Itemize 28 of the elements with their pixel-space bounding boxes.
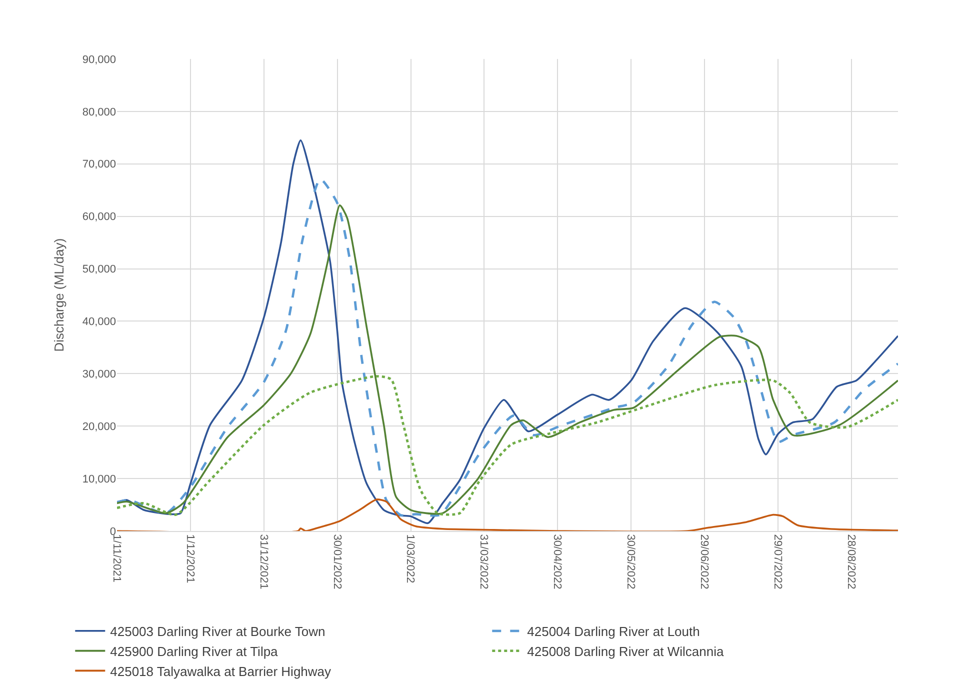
- y-tick-label: 90,000: [82, 54, 116, 66]
- x-tick-label: 29/07/2022: [771, 534, 784, 590]
- y-tick-label: 10,000: [82, 473, 116, 486]
- legend-label: 425018 Talyawalka at Barrier Highway: [110, 664, 332, 679]
- x-tick-label: 30/05/2022: [624, 534, 637, 590]
- x-tick-label: 1/03/2022: [404, 534, 416, 584]
- y-tick-label: 80,000: [82, 106, 116, 118]
- y-tick-label: 60,000: [82, 211, 116, 224]
- x-tick-label: 1/11/2021: [110, 534, 122, 582]
- x-tick-label: 30/04/2022: [551, 534, 564, 590]
- y-tick-label: 40,000: [82, 316, 116, 328]
- legend-label: 425004 Darling River at Louth: [527, 624, 700, 639]
- y-tick-label: 70,000: [82, 158, 116, 171]
- x-tick-label: 31/12/2021: [257, 534, 270, 590]
- y-tick-label: 20,000: [82, 420, 116, 433]
- y-tick-label: 50,000: [82, 264, 116, 276]
- legend-label: 425003 Darling River at Bourke Town: [110, 624, 326, 639]
- x-tick-label: 29/06/2022: [698, 534, 710, 590]
- legend-label: 425900 Darling River at Tilpa: [110, 644, 279, 659]
- y-tick-label: 30,000: [82, 368, 116, 381]
- x-tick-label: 30/01/2022: [330, 534, 343, 590]
- y-axis-title: Discharge (ML/day): [51, 238, 66, 352]
- x-tick-label: 1/12/2021: [184, 534, 196, 584]
- line-series: [117, 498, 898, 531]
- legend-label: 425008 Darling River at Wilcannia: [527, 644, 724, 659]
- x-tick-label: 31/03/2022: [478, 534, 490, 590]
- x-tick-label: 28/08/2022: [844, 534, 857, 590]
- line-series: [117, 375, 898, 516]
